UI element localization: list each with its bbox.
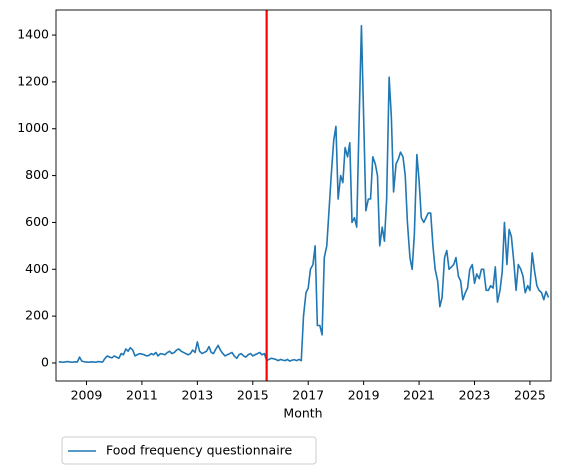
x-tick-label: 2017 xyxy=(292,388,324,403)
x-axis-label: Month xyxy=(283,406,322,421)
x-tick-label: 2011 xyxy=(126,388,158,403)
x-tick-label: 2021 xyxy=(403,388,435,403)
x-tick-label: 2019 xyxy=(348,388,380,403)
y-tick-label: 1200 xyxy=(17,73,49,88)
x-tick-label: 2013 xyxy=(181,388,213,403)
x-tick-label: 2009 xyxy=(71,388,103,403)
y-tick-label: 400 xyxy=(25,261,49,276)
y-tick-label: 1400 xyxy=(17,27,49,42)
y-tick-label: 200 xyxy=(25,308,49,323)
data-line xyxy=(58,24,550,364)
y-tick-label: 0 xyxy=(41,354,49,369)
x-tick-label: 2023 xyxy=(459,388,491,403)
y-tick-label: 800 xyxy=(25,167,49,182)
x-tick-label: 2025 xyxy=(514,388,546,403)
plot-frame xyxy=(55,9,552,382)
y-tick-label: 600 xyxy=(25,214,49,229)
y-tick-label: 1000 xyxy=(17,120,49,135)
x-tick-label: 2015 xyxy=(237,388,269,403)
legend-label: Food frequency questionnaire xyxy=(106,443,293,458)
legend-box xyxy=(61,436,317,465)
